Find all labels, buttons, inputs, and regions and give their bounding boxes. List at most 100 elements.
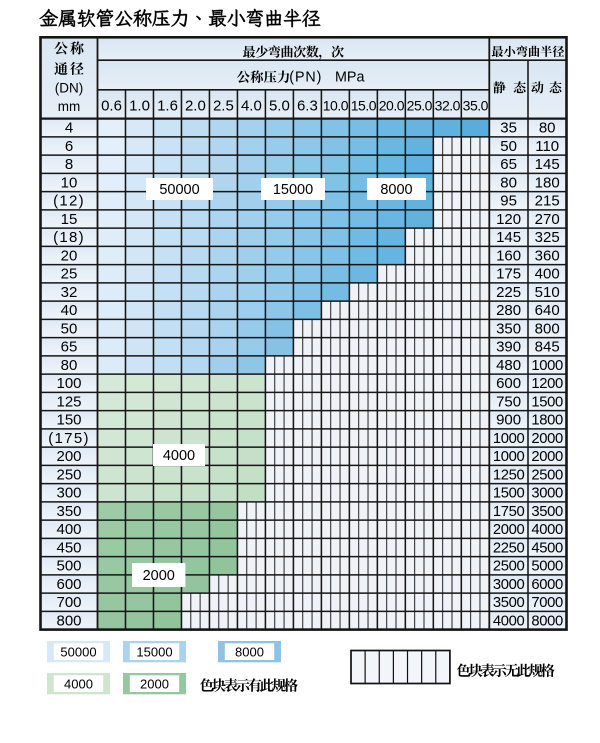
svg-text:200: 200 bbox=[56, 448, 81, 465]
svg-text:35.0: 35.0 bbox=[463, 97, 489, 113]
svg-text:95: 95 bbox=[500, 193, 517, 210]
svg-text:10: 10 bbox=[61, 175, 78, 192]
svg-text:600: 600 bbox=[56, 576, 81, 593]
svg-text:5000: 5000 bbox=[531, 559, 563, 575]
svg-text:180: 180 bbox=[535, 175, 560, 192]
svg-text:MPa: MPa bbox=[335, 70, 364, 86]
svg-text:400: 400 bbox=[535, 266, 560, 283]
svg-text:50: 50 bbox=[500, 138, 517, 155]
svg-text:160: 160 bbox=[496, 248, 521, 265]
svg-text:4000: 4000 bbox=[163, 448, 195, 464]
svg-text:6.3: 6.3 bbox=[297, 97, 318, 114]
svg-text:270: 270 bbox=[535, 211, 560, 228]
svg-text:800: 800 bbox=[56, 613, 81, 630]
svg-text:mm: mm bbox=[58, 99, 81, 114]
svg-text:1.6: 1.6 bbox=[157, 97, 178, 114]
svg-text:325: 325 bbox=[535, 229, 560, 246]
svg-text:500: 500 bbox=[56, 558, 81, 575]
svg-text:600: 600 bbox=[496, 375, 521, 392]
svg-text:32.0: 32.0 bbox=[435, 97, 461, 113]
svg-text:6000: 6000 bbox=[531, 577, 563, 593]
svg-text:3000: 3000 bbox=[531, 486, 563, 502]
svg-text:2000: 2000 bbox=[531, 449, 563, 465]
svg-text:15000: 15000 bbox=[136, 644, 172, 659]
svg-text:(18): (18) bbox=[53, 229, 85, 246]
svg-text:(175): (175) bbox=[48, 430, 90, 447]
svg-text:750: 750 bbox=[496, 394, 521, 411]
svg-text:360: 360 bbox=[535, 248, 560, 265]
svg-text:6: 6 bbox=[65, 138, 73, 155]
svg-text:800: 800 bbox=[535, 321, 560, 338]
svg-text:300: 300 bbox=[56, 485, 81, 502]
svg-text:4000: 4000 bbox=[64, 676, 93, 691]
svg-text:145: 145 bbox=[535, 156, 560, 173]
svg-text:80: 80 bbox=[539, 120, 556, 137]
svg-text:65: 65 bbox=[500, 156, 517, 173]
svg-text:15000: 15000 bbox=[273, 182, 313, 198]
svg-text:1750: 1750 bbox=[493, 504, 525, 520]
svg-text:640: 640 bbox=[535, 302, 560, 319]
svg-text:4000: 4000 bbox=[531, 522, 563, 538]
svg-text:390: 390 bbox=[496, 339, 521, 356]
svg-text:80: 80 bbox=[61, 357, 78, 374]
svg-text:145: 145 bbox=[496, 229, 521, 246]
svg-text:510: 510 bbox=[535, 284, 560, 301]
svg-text:480: 480 bbox=[496, 357, 521, 374]
svg-text:280: 280 bbox=[496, 302, 521, 319]
svg-text:20.0: 20.0 bbox=[379, 97, 405, 113]
svg-text:8000: 8000 bbox=[380, 182, 412, 198]
svg-text:1800: 1800 bbox=[531, 413, 563, 429]
svg-text:8: 8 bbox=[65, 156, 73, 173]
svg-text:8000: 8000 bbox=[235, 644, 264, 659]
svg-text:2000: 2000 bbox=[140, 676, 169, 691]
svg-text:1000: 1000 bbox=[493, 449, 525, 465]
svg-text:(12): (12) bbox=[53, 193, 85, 210]
svg-text:900: 900 bbox=[496, 412, 521, 429]
svg-text:(PN): (PN) bbox=[289, 70, 322, 86]
svg-text:1500: 1500 bbox=[531, 395, 563, 411]
svg-text:1000: 1000 bbox=[493, 431, 525, 447]
svg-text:0.6: 0.6 bbox=[101, 97, 122, 114]
svg-text:250: 250 bbox=[56, 467, 81, 484]
svg-text:32: 32 bbox=[61, 284, 78, 301]
svg-text:400: 400 bbox=[56, 521, 81, 538]
svg-text:10.0: 10.0 bbox=[323, 97, 349, 113]
svg-text:1250: 1250 bbox=[493, 468, 525, 484]
svg-text:2000: 2000 bbox=[493, 522, 525, 538]
svg-text:15.0: 15.0 bbox=[351, 97, 377, 113]
svg-text:3500: 3500 bbox=[493, 595, 525, 611]
svg-text:1200: 1200 bbox=[531, 376, 563, 392]
svg-text:2250: 2250 bbox=[493, 541, 525, 557]
svg-text:8000: 8000 bbox=[531, 614, 563, 630]
svg-text:4: 4 bbox=[65, 120, 73, 137]
svg-text:225: 225 bbox=[496, 284, 521, 301]
svg-text:1500: 1500 bbox=[493, 486, 525, 502]
svg-text:80: 80 bbox=[500, 175, 517, 192]
svg-text:(DN): (DN) bbox=[55, 81, 84, 96]
svg-text:3500: 3500 bbox=[531, 504, 563, 520]
svg-text:350: 350 bbox=[496, 321, 521, 338]
svg-text:2500: 2500 bbox=[493, 559, 525, 575]
svg-text:2000: 2000 bbox=[531, 431, 563, 447]
svg-text:40: 40 bbox=[61, 302, 78, 319]
svg-text:25.0: 25.0 bbox=[407, 97, 433, 113]
svg-text:150: 150 bbox=[56, 412, 81, 429]
svg-text:2500: 2500 bbox=[531, 468, 563, 484]
svg-text:25: 25 bbox=[61, 266, 78, 283]
svg-text:110: 110 bbox=[535, 138, 559, 155]
svg-text:20: 20 bbox=[61, 248, 78, 265]
svg-text:100: 100 bbox=[56, 375, 81, 392]
svg-text:15: 15 bbox=[61, 211, 78, 228]
svg-text:65: 65 bbox=[61, 339, 78, 356]
svg-text:50000: 50000 bbox=[60, 644, 96, 659]
svg-text:50: 50 bbox=[61, 321, 78, 338]
svg-text:7000: 7000 bbox=[531, 595, 563, 611]
svg-text:450: 450 bbox=[56, 540, 81, 557]
svg-text:1.0: 1.0 bbox=[129, 97, 150, 114]
svg-text:3000: 3000 bbox=[493, 577, 525, 593]
svg-text:120: 120 bbox=[496, 211, 521, 228]
svg-text:4500: 4500 bbox=[531, 541, 563, 557]
svg-text:1000: 1000 bbox=[531, 358, 563, 374]
svg-text:845: 845 bbox=[535, 339, 560, 356]
svg-text:215: 215 bbox=[535, 193, 560, 210]
